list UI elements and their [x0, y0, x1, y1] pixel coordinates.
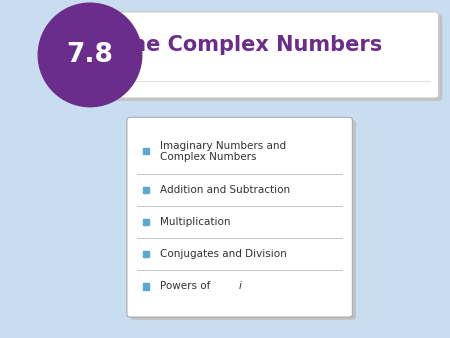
FancyBboxPatch shape — [69, 15, 442, 101]
Bar — [143, 283, 149, 290]
Text: Imaginary Numbers and: Imaginary Numbers and — [160, 141, 286, 151]
Bar — [143, 251, 149, 258]
Text: i: i — [238, 282, 241, 291]
Bar — [143, 148, 149, 154]
Bar — [143, 187, 149, 193]
Bar — [143, 219, 149, 225]
Text: The Complex Numbers: The Complex Numbers — [117, 35, 382, 55]
Text: Conjugates and Division: Conjugates and Division — [160, 249, 287, 259]
FancyBboxPatch shape — [127, 117, 352, 317]
FancyBboxPatch shape — [130, 120, 356, 320]
FancyBboxPatch shape — [65, 12, 439, 98]
Text: Multiplication: Multiplication — [160, 217, 230, 227]
Text: Addition and Subtraction: Addition and Subtraction — [160, 185, 290, 195]
Text: Powers of: Powers of — [160, 282, 213, 291]
Text: Complex Numbers: Complex Numbers — [160, 152, 256, 162]
Ellipse shape — [38, 3, 142, 107]
Text: 7.8: 7.8 — [67, 42, 113, 68]
